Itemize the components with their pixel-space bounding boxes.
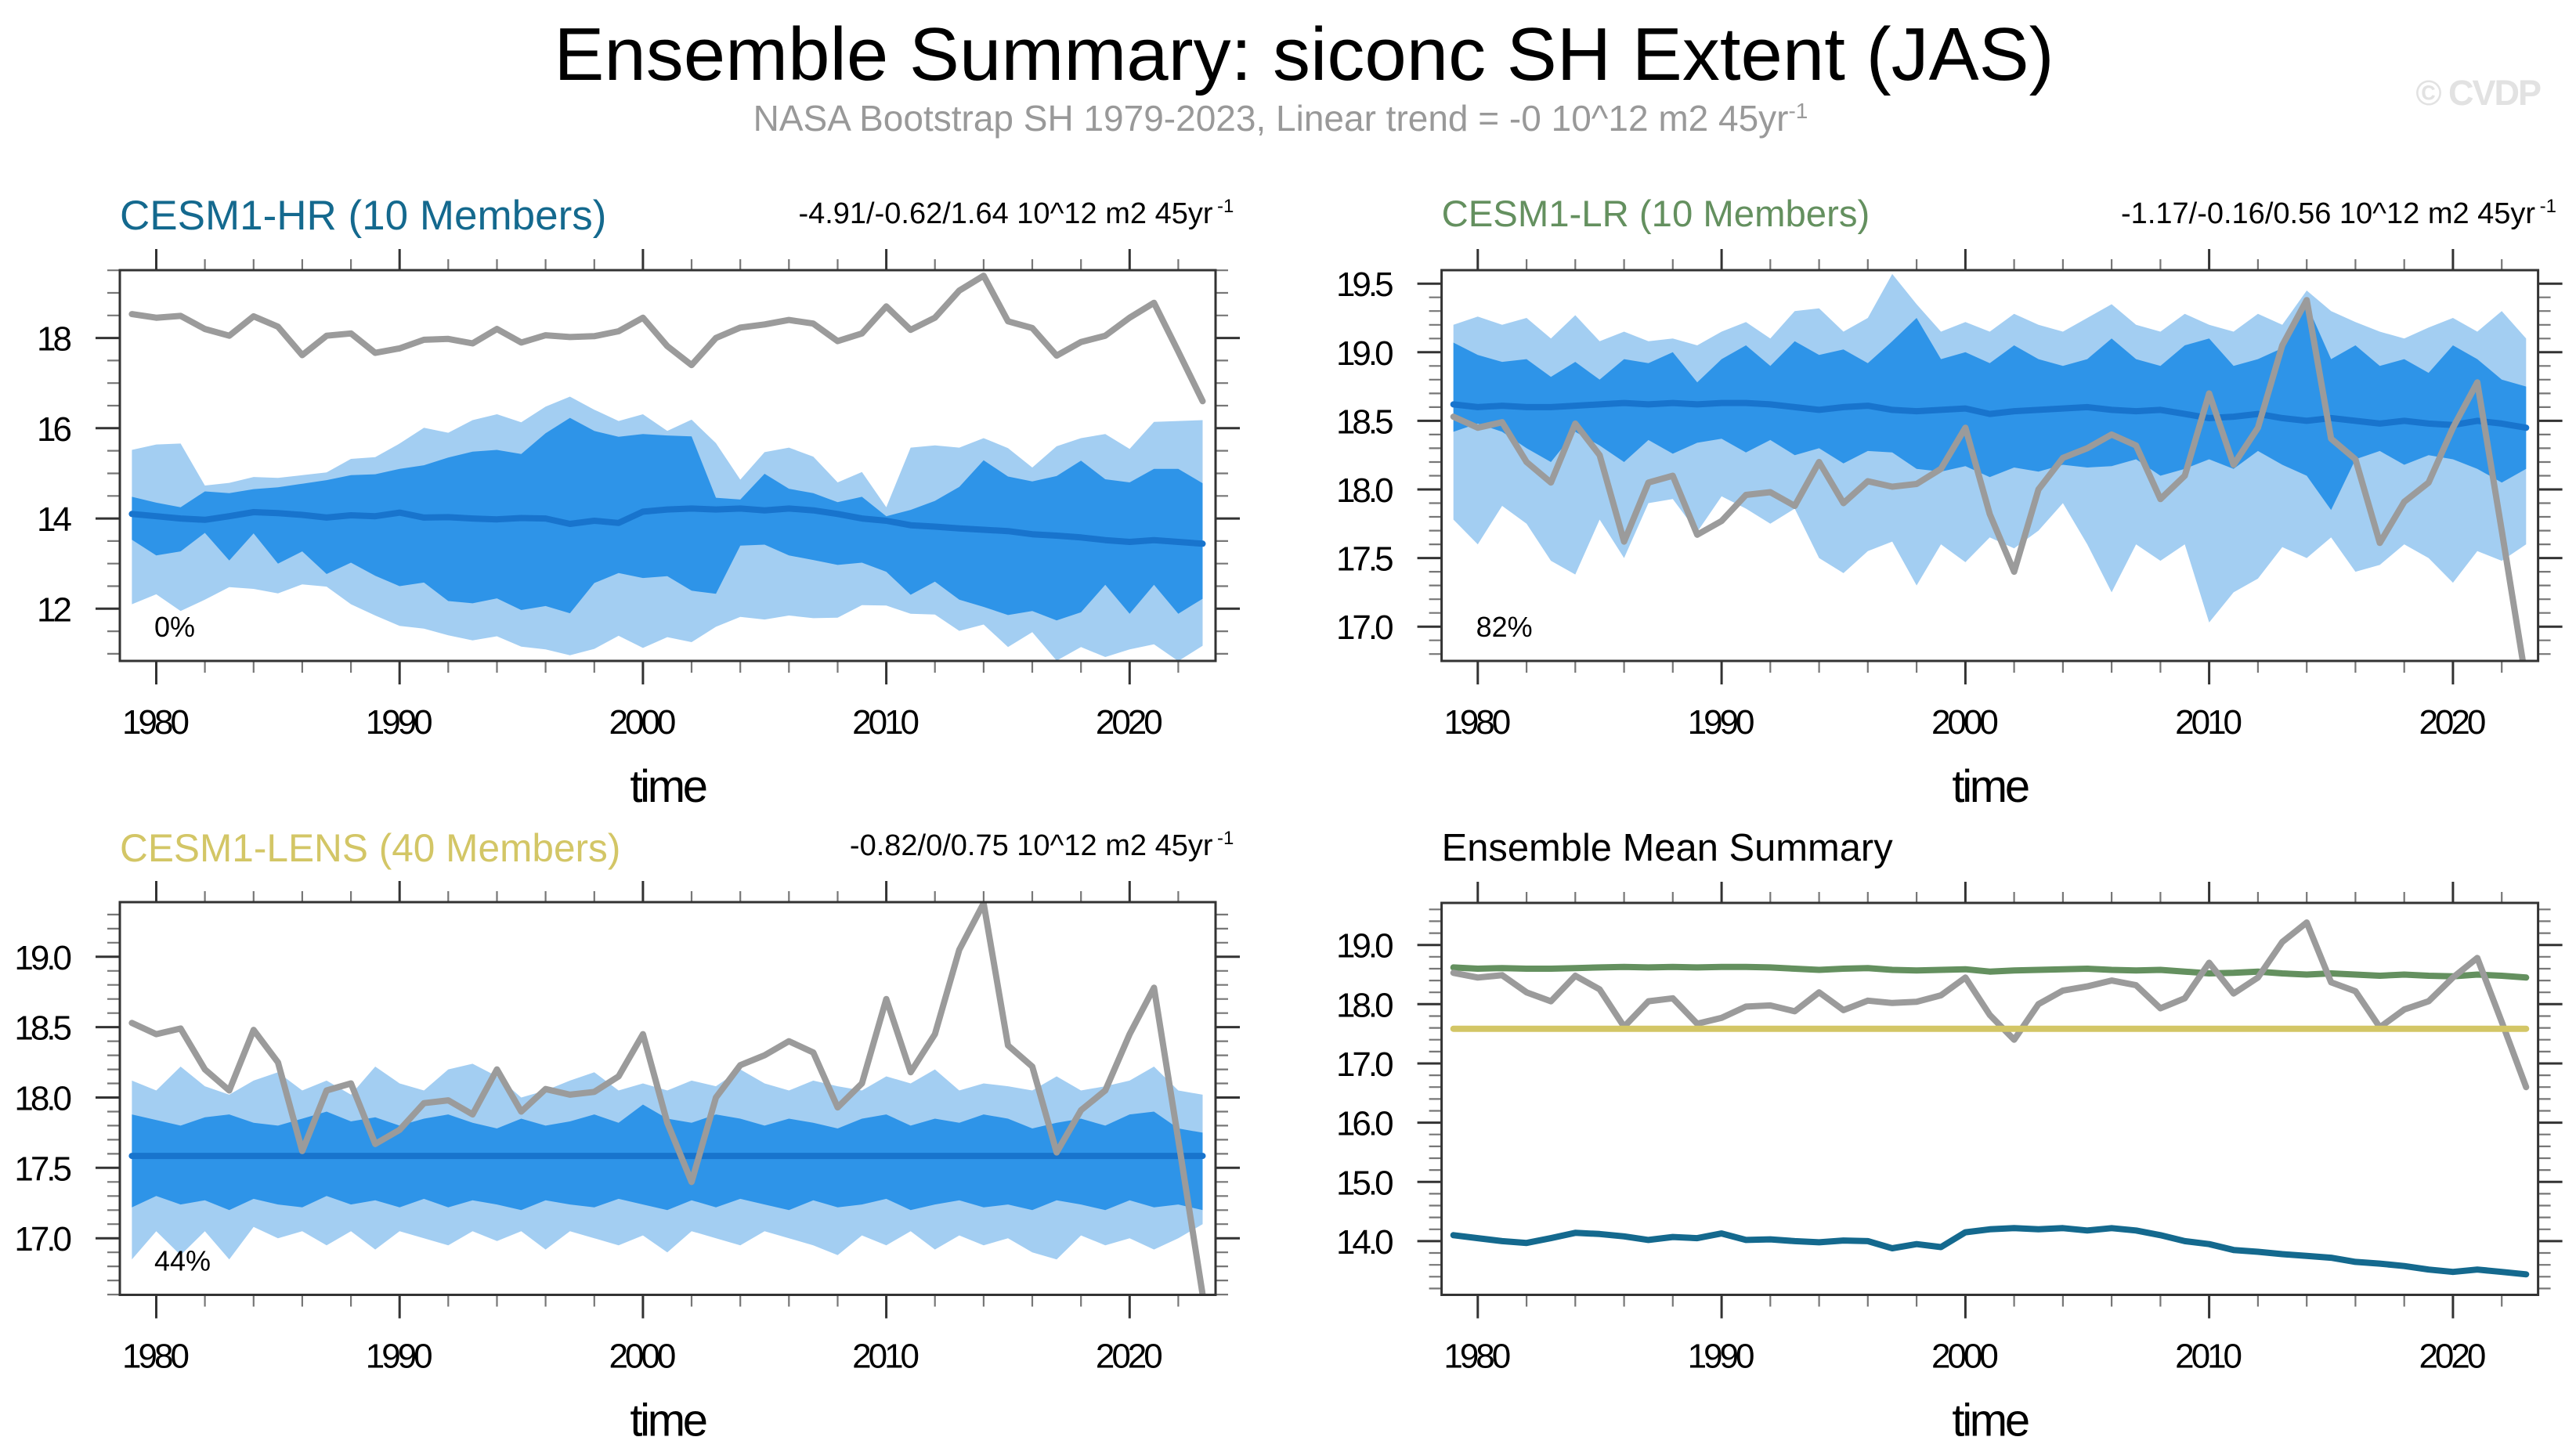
svg-text:18.0: 18.0 bbox=[14, 1080, 70, 1118]
svg-text:Ensemble Summary: siconc SH Ex: Ensemble Summary: siconc SH Extent (JAS) bbox=[554, 13, 2054, 96]
svg-text:CESM1-HR (10 Members): CESM1-HR (10 Members) bbox=[120, 193, 606, 239]
svg-text:-1: -1 bbox=[1217, 196, 1234, 217]
svg-text:17.0: 17.0 bbox=[1336, 1045, 1393, 1084]
svg-text:17.0: 17.0 bbox=[1336, 608, 1393, 647]
svg-text:-1: -1 bbox=[2540, 196, 2556, 217]
svg-text:2010: 2010 bbox=[2175, 1338, 2241, 1376]
svg-text:-1: -1 bbox=[1217, 828, 1234, 849]
svg-text:16: 16 bbox=[37, 410, 70, 449]
svg-text:1980: 1980 bbox=[122, 703, 188, 742]
svg-text:2000: 2000 bbox=[609, 1338, 674, 1376]
svg-text:16.0: 16.0 bbox=[1336, 1105, 1393, 1143]
svg-text:-1.17/-0.16/0.56 10^12 m2 45yr: -1.17/-0.16/0.56 10^12 m2 45yr bbox=[2121, 197, 2535, 230]
svg-text:2000: 2000 bbox=[1931, 1338, 1997, 1376]
svg-text:time: time bbox=[1952, 1395, 2028, 1446]
svg-text:time: time bbox=[630, 761, 706, 812]
svg-text:17.5: 17.5 bbox=[14, 1150, 70, 1188]
svg-text:1980: 1980 bbox=[122, 1338, 188, 1376]
svg-text:CESM1-LENS (40 Members): CESM1-LENS (40 Members) bbox=[120, 826, 620, 870]
svg-text:17.0: 17.0 bbox=[14, 1220, 70, 1258]
svg-text:2020: 2020 bbox=[1096, 1338, 1162, 1376]
svg-text:2020: 2020 bbox=[2419, 703, 2484, 742]
svg-text:82%: 82% bbox=[1476, 611, 1533, 643]
svg-text:1980: 1980 bbox=[1443, 703, 1509, 742]
svg-text:18.5: 18.5 bbox=[1336, 403, 1393, 441]
svg-text:18: 18 bbox=[37, 320, 70, 359]
svg-text:2020: 2020 bbox=[1096, 703, 1162, 742]
svg-text:-0.82/0/0.75 10^12 m2 45yr: -0.82/0/0.75 10^12 m2 45yr bbox=[850, 829, 1213, 862]
svg-text:time: time bbox=[630, 1395, 706, 1446]
svg-text:© CVDP: © CVDP bbox=[2415, 73, 2541, 113]
svg-text:1990: 1990 bbox=[1688, 703, 1754, 742]
svg-text:15.0: 15.0 bbox=[1336, 1164, 1393, 1202]
svg-text:19.0: 19.0 bbox=[1336, 927, 1393, 966]
svg-text:18.0: 18.0 bbox=[1336, 471, 1393, 510]
svg-text:2020: 2020 bbox=[2419, 1338, 2484, 1376]
svg-text:2000: 2000 bbox=[1931, 703, 1997, 742]
svg-text:2010: 2010 bbox=[852, 1338, 918, 1376]
svg-text:-4.91/-0.62/1.64 10^12 m2 45yr: -4.91/-0.62/1.64 10^12 m2 45yr bbox=[798, 197, 1212, 230]
svg-text:CESM1-LR (10 Members): CESM1-LR (10 Members) bbox=[1442, 193, 1870, 235]
svg-text:1990: 1990 bbox=[366, 1338, 432, 1376]
svg-text:12: 12 bbox=[37, 590, 70, 629]
svg-text:0%: 0% bbox=[154, 611, 195, 643]
svg-text:time: time bbox=[1952, 761, 2028, 812]
svg-text:14: 14 bbox=[37, 500, 71, 539]
svg-text:NASA Bootstrap SH 1979-2023, L: NASA Bootstrap SH 1979-2023, Linear tren… bbox=[753, 98, 1808, 139]
svg-text:18.5: 18.5 bbox=[14, 1009, 70, 1048]
svg-text:2010: 2010 bbox=[2175, 703, 2241, 742]
svg-text:1990: 1990 bbox=[366, 703, 432, 742]
svg-text:44%: 44% bbox=[154, 1245, 211, 1277]
svg-text:2010: 2010 bbox=[852, 703, 918, 742]
svg-text:Ensemble Mean Summary: Ensemble Mean Summary bbox=[1442, 827, 1894, 869]
svg-text:1990: 1990 bbox=[1688, 1338, 1754, 1376]
svg-text:2000: 2000 bbox=[609, 703, 674, 742]
svg-text:1980: 1980 bbox=[1443, 1338, 1509, 1376]
svg-text:19.0: 19.0 bbox=[14, 939, 70, 977]
svg-text:19.0: 19.0 bbox=[1336, 334, 1393, 373]
svg-text:19.5: 19.5 bbox=[1336, 265, 1393, 304]
svg-text:17.5: 17.5 bbox=[1336, 540, 1393, 579]
svg-text:14.0: 14.0 bbox=[1336, 1223, 1393, 1262]
svg-text:18.0: 18.0 bbox=[1336, 986, 1393, 1024]
